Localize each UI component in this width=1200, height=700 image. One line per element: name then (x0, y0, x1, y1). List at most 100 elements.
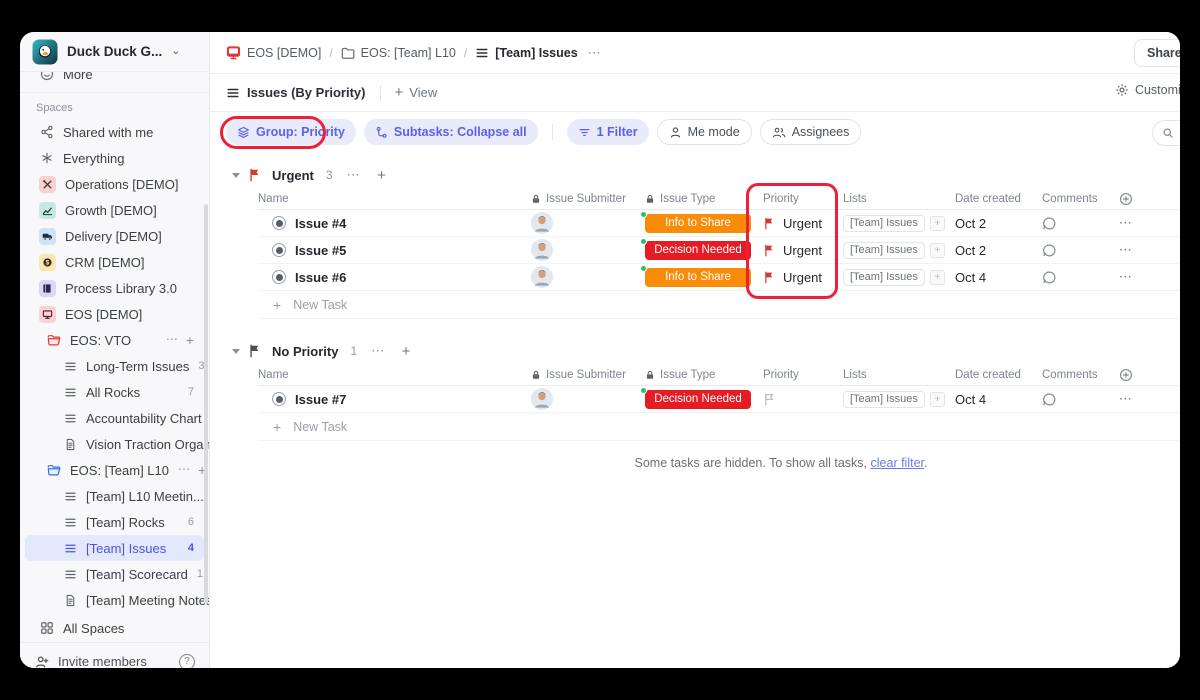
sidebar-item-delivery[interactable]: Delivery [DEMO] (25, 223, 204, 249)
comments-cell[interactable] (1042, 270, 1102, 285)
priority-cell[interactable]: Urgent (763, 216, 843, 231)
sidebar-item-all-spaces[interactable]: All Spaces (25, 615, 204, 641)
sidebar-folder-eos-team-l10[interactable]: EOS: [Team] L10 ⋯ + (25, 457, 207, 483)
new-task-button[interactable]: + New Task (258, 413, 1180, 441)
sidebar-item-team-rocks[interactable]: [Team] Rocks 6 (25, 509, 204, 535)
group-add-icon[interactable]: + (377, 166, 386, 184)
add-list-icon[interactable]: + (929, 215, 945, 231)
task-name[interactable]: Issue #7 (295, 391, 347, 407)
column-name[interactable]: Name (258, 192, 289, 205)
sidebar-item-team-scorecard[interactable]: [Team] Scorecard 1 (25, 561, 204, 587)
column-date-created[interactable]: Date created (955, 192, 1021, 205)
row-more-icon[interactable]: ⋯ (1118, 215, 1134, 230)
task-name[interactable]: Issue #5 (295, 242, 347, 258)
table-row[interactable]: Issue #7 Decision Needed [Team] Issues +… (258, 386, 1180, 413)
workspace-switcher[interactable]: Duck Duck G... ⌄ (20, 32, 209, 72)
customize-button[interactable]: Customize (1115, 83, 1180, 97)
sidebar-item-vision-traction[interactable]: Vision Traction Organi... (25, 431, 209, 457)
task-status-icon[interactable] (272, 270, 286, 284)
task-status-icon[interactable] (272, 243, 286, 257)
sidebar-item-shared-with-me[interactable]: Shared with me (25, 119, 204, 145)
issue-type-badge[interactable]: Decision Needed (645, 240, 751, 260)
row-more-icon[interactable]: ⋯ (1118, 391, 1134, 406)
task-name[interactable]: Issue #4 (295, 215, 347, 231)
table-row[interactable]: Issue #4 Info to Share Urgent [Team] Iss… (258, 210, 1180, 237)
comments-cell[interactable] (1042, 392, 1102, 407)
add-column-button[interactable] (1102, 192, 1150, 206)
column-name[interactable]: Name (258, 368, 289, 381)
sidebar-item-eos-demo[interactable]: EOS [DEMO] (25, 301, 204, 327)
sidebar-item-all-rocks[interactable]: All Rocks 7 (25, 379, 204, 405)
comments-cell[interactable] (1042, 216, 1102, 231)
priority-cell[interactable] (763, 393, 843, 406)
sidebar-scrollbar[interactable] (204, 204, 208, 604)
column-comments[interactable]: Comments (1042, 192, 1098, 205)
column-lists[interactable]: Lists (843, 192, 867, 205)
column-issue-type[interactable]: Issue Type (645, 193, 763, 205)
sidebar-item-accountability-chart[interactable]: Accountability Chart (25, 405, 204, 431)
priority-cell[interactable]: Urgent (763, 270, 843, 285)
add-list-icon[interactable]: + (929, 269, 945, 285)
sidebar-folder-eos-vto[interactable]: EOS: VTO ⋯ + (25, 327, 204, 353)
folder-add-icon[interactable]: + (198, 462, 207, 478)
avatar[interactable] (531, 238, 647, 261)
add-list-icon[interactable]: + (929, 391, 945, 407)
add-list-icon[interactable]: + (929, 242, 945, 258)
subtasks-button[interactable]: Subtasks: Collapse all (363, 119, 538, 145)
sidebar-item-team-meeting-notes[interactable]: [Team] Meeting Notes (25, 587, 209, 613)
column-issue-type[interactable]: Issue Type (645, 369, 763, 381)
new-task-button[interactable]: + New Task (258, 291, 1180, 319)
task-status-icon[interactable] (272, 216, 286, 230)
row-more-icon[interactable]: ⋯ (1118, 269, 1134, 284)
comments-cell[interactable] (1042, 243, 1102, 258)
task-name[interactable]: Issue #6 (295, 269, 347, 285)
issue-type-badge[interactable]: Info to Share (645, 213, 751, 233)
table-row[interactable]: Issue #6 Info to Share Urgent [Team] Iss… (258, 264, 1180, 291)
tab-issues-by-priority[interactable]: Issues (By Priority) (226, 85, 366, 100)
sidebar-item-growth[interactable]: Growth [DEMO] (25, 197, 204, 223)
sidebar-item-team-l10-meeting[interactable]: [Team] L10 Meetin... 4 (25, 483, 204, 509)
assignees-button[interactable]: Assignees (759, 119, 862, 145)
avatar[interactable] (531, 265, 647, 288)
avatar[interactable] (531, 387, 647, 410)
breadcrumb-folder[interactable]: EOS: [Team] L10 (341, 46, 456, 60)
folder-more-icon[interactable]: ⋯ (165, 332, 178, 346)
sidebar-item-crm[interactable]: $ CRM [DEMO] (25, 249, 204, 275)
sidebar-item-long-term-issues[interactable]: Long-Term Issues 3 (25, 353, 204, 379)
folder-add-icon[interactable]: + (185, 332, 194, 348)
group-by-button[interactable]: Group: Priority (226, 119, 356, 145)
sidebar-item-more[interactable]: More (25, 72, 204, 87)
column-comments[interactable]: Comments (1042, 368, 1098, 381)
list-tag[interactable]: [Team] Issues (843, 214, 925, 232)
column-date-created[interactable]: Date created (955, 368, 1021, 381)
group-add-icon[interactable]: + (401, 342, 411, 360)
column-priority[interactable]: Priority (763, 192, 799, 205)
group-title[interactable]: No Priority (272, 343, 339, 359)
search-input[interactable] (1152, 120, 1180, 146)
issue-type-badge[interactable]: Info to Share (645, 267, 751, 287)
group-title[interactable]: Urgent (272, 167, 314, 183)
help-icon[interactable]: ? (179, 653, 195, 668)
sidebar-item-everything[interactable]: Everything (25, 145, 204, 171)
sidebar-item-operations[interactable]: Operations [DEMO] (25, 171, 204, 197)
row-more-icon[interactable]: ⋯ (1118, 242, 1134, 257)
collapse-caret-icon[interactable] (232, 172, 240, 178)
list-tag[interactable]: [Team] Issues (843, 268, 925, 286)
task-status-icon[interactable] (272, 392, 286, 406)
collapse-caret-icon[interactable] (232, 348, 240, 354)
sidebar-item-process-library[interactable]: Process Library 3.0 (25, 275, 204, 301)
group-more-icon[interactable]: ⋯ (371, 343, 386, 358)
add-column-button[interactable] (1102, 368, 1150, 382)
add-view-button[interactable]: + View (395, 84, 438, 101)
invite-members-button[interactable]: Invite members ? (20, 642, 209, 668)
sidebar-item-team-issues[interactable]: [Team] Issues 4 (25, 535, 204, 561)
issue-type-badge[interactable]: Decision Needed (645, 389, 751, 409)
breadcrumb-current[interactable]: [Team] Issues (475, 46, 578, 60)
share-button[interactable]: Share (1134, 39, 1180, 67)
list-tag[interactable]: [Team] Issues (843, 241, 925, 259)
column-issue-submitter[interactable]: Issue Submitter (531, 193, 645, 205)
column-priority[interactable]: Priority (763, 368, 799, 381)
priority-cell[interactable]: Urgent (763, 243, 843, 258)
avatar[interactable] (531, 211, 647, 234)
breadcrumb-more-icon[interactable]: ⋯ (587, 44, 603, 60)
